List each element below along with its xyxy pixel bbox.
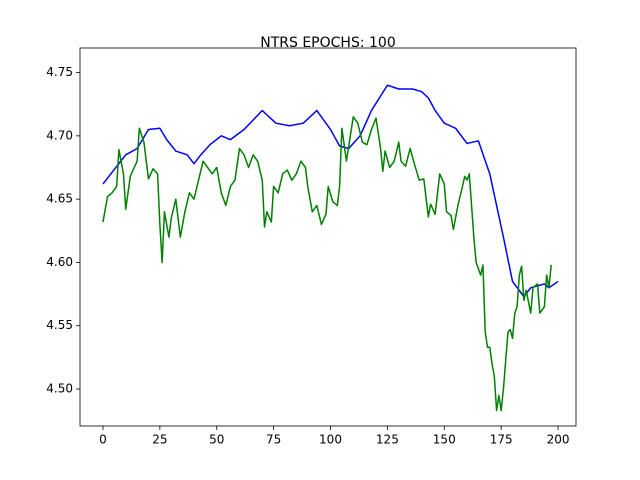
chart-title: NTRS EPOCHS: 100	[260, 35, 395, 51]
x-tick-label: 200	[547, 433, 570, 447]
y-tick-label: 4.75	[46, 65, 73, 79]
x-tick-label: 150	[433, 433, 456, 447]
y-tick-label: 4.70	[46, 128, 73, 142]
plot-frame	[79, 47, 577, 427]
x-tick-label: 75	[266, 433, 281, 447]
x-tick-label: 25	[152, 433, 167, 447]
y-tick-label: 4.55	[46, 318, 73, 332]
y-tick-label: 4.50	[46, 382, 73, 396]
y-tick-label: 4.65	[46, 192, 73, 206]
x-tick-label: 50	[209, 433, 224, 447]
x-tick-label: 175	[490, 433, 513, 447]
line-series	[102, 116, 552, 412]
x-tick-label: 125	[376, 433, 399, 447]
x-tick-label: 0	[99, 433, 107, 447]
x-tick-label: 100	[319, 433, 342, 447]
y-tick-label: 4.60	[46, 255, 73, 269]
